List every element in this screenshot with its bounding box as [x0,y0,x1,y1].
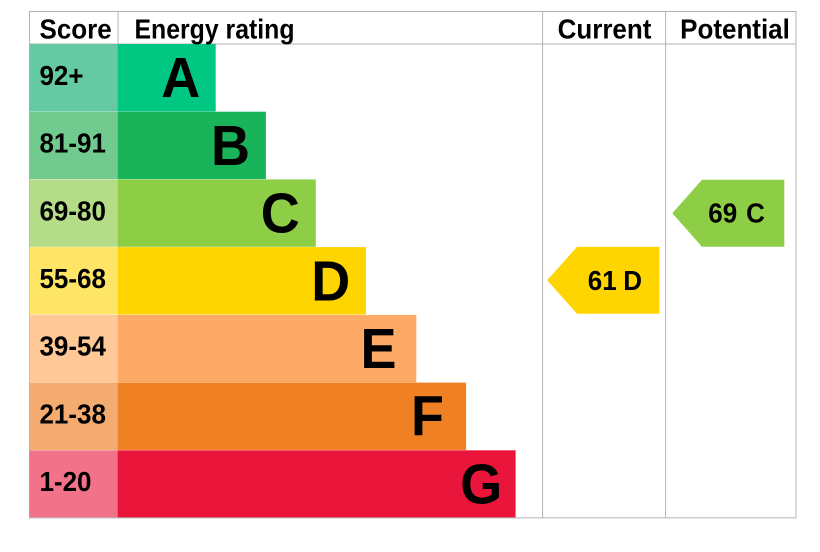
svg-text:E: E [360,317,396,380]
svg-text:61: 61 [588,265,617,296]
svg-text:D: D [311,249,350,312]
svg-text:21-38: 21-38 [40,399,106,430]
svg-text:Current: Current [558,14,652,45]
svg-text:C: C [746,198,765,229]
svg-text:F: F [411,385,444,448]
svg-text:81-91: 81-91 [40,128,106,159]
svg-text:55-68: 55-68 [40,263,106,294]
svg-text:Potential: Potential [680,14,790,45]
svg-text:B: B [211,114,250,177]
svg-text:1-20: 1-20 [40,466,92,497]
svg-text:D: D [623,265,642,296]
svg-text:Energy rating: Energy rating [134,14,294,45]
svg-text:92+: 92+ [40,60,84,91]
svg-text:G: G [460,452,502,515]
svg-text:39-54: 39-54 [40,331,106,362]
svg-text:A: A [161,46,200,109]
svg-text:C: C [261,182,300,245]
svg-text:Score: Score [40,14,112,45]
svg-text:69-80: 69-80 [40,195,106,226]
svg-text:69: 69 [708,198,737,229]
